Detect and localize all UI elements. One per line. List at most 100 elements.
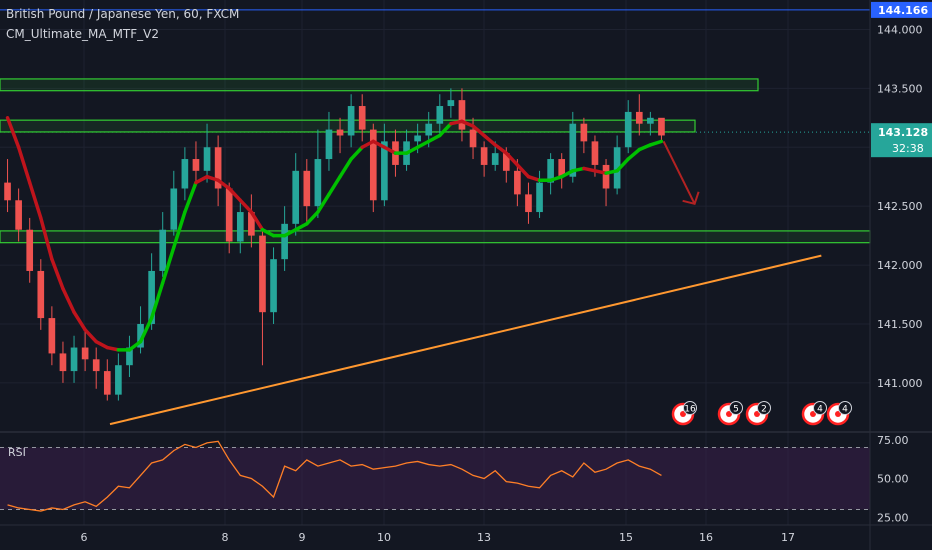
moving-average-segment: [238, 198, 254, 214]
price-zone: [0, 230, 871, 244]
time-axis-tick: 9: [299, 531, 306, 544]
moving-average-segment: [571, 166, 586, 173]
candle-body: [203, 147, 211, 171]
moving-average-segment: [504, 151, 520, 167]
high-price-tag: [871, 1, 932, 18]
candle-body: [181, 159, 189, 189]
candle-body: [358, 106, 366, 130]
event-badge-count: 16: [684, 405, 696, 415]
candle-body: [81, 347, 89, 360]
price-zone: [0, 119, 696, 133]
candle-body: [591, 141, 599, 165]
moving-average-segment: [105, 345, 121, 352]
moving-average-segment: [149, 280, 165, 320]
candle-body: [236, 212, 244, 242]
moving-average-segment: [493, 143, 509, 155]
moving-average-segment: [349, 145, 364, 161]
moving-average-segment: [205, 174, 220, 182]
candle-body: [159, 229, 167, 271]
candle-body: [192, 159, 200, 171]
candle-body: [547, 159, 554, 183]
price-scale-tick: 141.500: [877, 318, 923, 331]
event-badge[interactable]: 16: [671, 401, 697, 426]
candle-body: [647, 117, 654, 124]
moving-average-segment: [404, 145, 420, 155]
candle-body: [436, 106, 444, 124]
moving-average-segment: [83, 328, 98, 344]
candle-body: [214, 147, 222, 189]
moving-average-segment: [526, 174, 542, 182]
price-scale-tick: 143.500: [877, 82, 923, 95]
candle-body: [658, 117, 665, 136]
moving-average-segment: [138, 316, 154, 344]
candle-body: [336, 129, 344, 136]
candle-body: [536, 182, 543, 213]
moving-average-segment: [648, 139, 664, 147]
time-axis[interactable]: 6 8 9 10 13 15 16 17: [0, 524, 932, 544]
candle-body: [325, 129, 333, 160]
candle-body: [514, 170, 521, 195]
high-price-label: 144.166: [878, 4, 928, 17]
moving-average-segment: [61, 286, 76, 314]
candle-body: [491, 153, 499, 165]
event-badge-dot: [835, 411, 841, 417]
candle-body: [92, 359, 100, 372]
time-axis-tick: 8: [222, 531, 229, 544]
rsi-scale-tick: 75.00: [877, 434, 909, 447]
moving-average-segment: [426, 133, 442, 144]
event-badge[interactable]: 5: [717, 401, 743, 426]
candle-body: [525, 194, 532, 213]
candle-body: [569, 123, 577, 177]
moving-average-segment: [127, 339, 143, 352]
countdown-label: 32:38: [892, 142, 924, 155]
candle-body: [425, 123, 433, 136]
candle-body: [137, 323, 144, 348]
event-badge[interactable]: 4: [801, 401, 827, 426]
moving-average-segment: [39, 216, 54, 261]
moving-average-segment: [316, 192, 331, 214]
indicator-title: CM_Ultimate_MA_MTF_V2: [6, 27, 160, 41]
event-badges[interactable]: 16 5 2 4 4: [671, 401, 852, 426]
event-badge-count: 4: [842, 405, 848, 415]
symbol-title: British Pound / Japanese Yen, 60, FXCM: [6, 7, 240, 21]
moving-average-layer: [5, 116, 664, 352]
candle-body: [59, 353, 67, 372]
candle-body: [4, 182, 11, 201]
moving-average-segment: [615, 157, 630, 173]
event-badge-dot: [726, 411, 732, 417]
event-badge-counter: [683, 401, 697, 415]
candle-body: [469, 129, 477, 148]
rsi-label: RSI: [8, 446, 26, 459]
candle-body: [37, 270, 45, 319]
moving-average-segment: [338, 157, 353, 179]
candle-body: [635, 111, 643, 124]
candle-body: [602, 164, 610, 189]
projection-arrow-head: [682, 191, 700, 206]
candle-body: [225, 188, 233, 242]
price-scale-tick: 142.000: [877, 259, 923, 272]
price-scale-tick: 142.500: [877, 200, 923, 213]
moving-average-segment: [305, 210, 320, 226]
moving-average-segment: [160, 245, 176, 285]
event-badge[interactable]: 2: [745, 401, 771, 426]
rsi-line: [7, 440, 662, 512]
moving-average-segment: [16, 145, 32, 185]
moving-average-segment: [72, 310, 87, 332]
moving-average-segment: [293, 222, 309, 232]
moving-average-segment: [172, 210, 187, 250]
candle-body: [314, 159, 322, 207]
moving-average-segment: [438, 121, 453, 138]
moving-average-segment: [5, 116, 21, 150]
moving-average-segment: [559, 169, 575, 179]
candle-body: [126, 347, 133, 366]
trendline-layer: [109, 254, 822, 426]
event-badge[interactable]: 4: [826, 401, 852, 426]
event-badge-dot: [754, 411, 760, 417]
price-scale[interactable]: 144.000 143.500 142.500 142.000 141.500 141.0…: [869, 0, 932, 550]
moving-average-segment: [548, 174, 564, 182]
ascending-trendline: [109, 254, 822, 426]
candle-body: [48, 318, 56, 354]
price-zone: [0, 78, 759, 92]
moving-average-segment: [582, 166, 597, 173]
